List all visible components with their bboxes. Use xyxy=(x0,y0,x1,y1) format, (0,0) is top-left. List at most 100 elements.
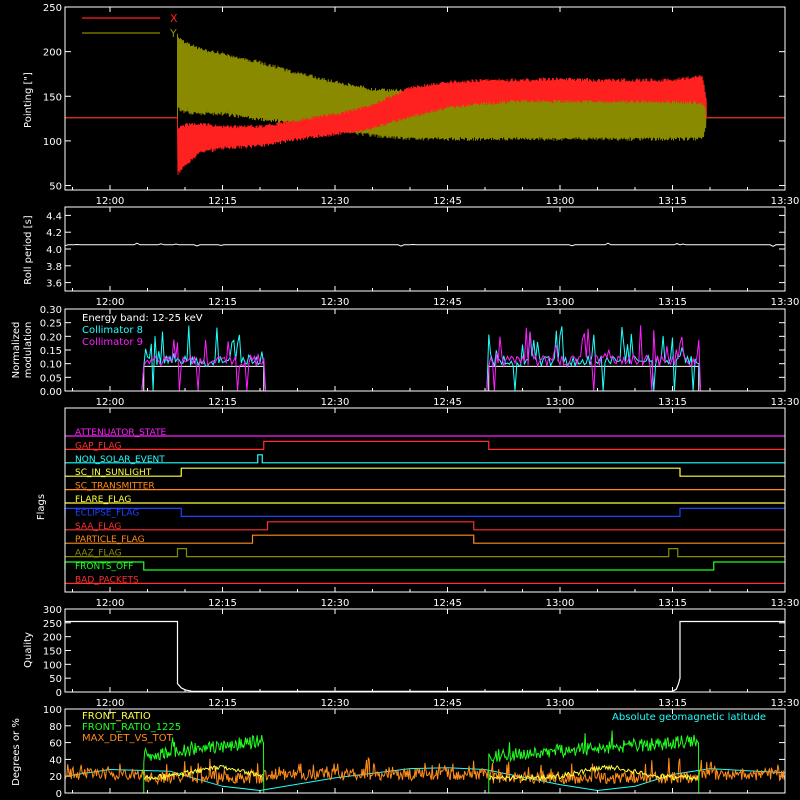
pointing-ytick-label: 250 xyxy=(43,3,62,14)
flag-line-aaz-flag xyxy=(65,548,785,558)
modulation-legend: Energy band: 12-25 keV Collimator 8 Coll… xyxy=(82,313,203,348)
quality-xtick-label: 12:45 xyxy=(433,698,462,709)
modulation-ylabel-line2: modulation xyxy=(23,322,34,379)
pointing-xtick-label: 13:15 xyxy=(658,196,687,207)
flag-label-bad-packets: BAD_PACKETS xyxy=(75,575,139,585)
flag-label-gap-flag: GAP_FLAG xyxy=(75,441,121,451)
flag-label-flare-flag: FLARE_FLAG xyxy=(75,495,131,505)
pointing-xtick-label: 12:30 xyxy=(321,196,350,207)
quality-xtick-label: 12:00 xyxy=(96,698,125,709)
quality-ytick-label: 0 xyxy=(56,688,62,699)
flags-xtick-label: 13:30 xyxy=(771,598,800,609)
ratio-ytick-label: 40 xyxy=(49,755,62,766)
pointing-xtick-label: 13:00 xyxy=(546,196,575,207)
modulation-xtick-label: 12:30 xyxy=(321,397,350,408)
quality-xtick-label: 12:30 xyxy=(321,698,350,709)
flag-line-saa-flag xyxy=(65,521,785,531)
modulation-ytick-label: 0.20 xyxy=(40,332,62,343)
modulation-ytick-label: 0.25 xyxy=(40,319,62,330)
legend-geomagnetic-latitude: Absolute geomagnetic latitude xyxy=(612,712,766,723)
flag-label-sc-transmitter: SC_TRANSMITTER xyxy=(75,482,155,492)
pointing-xtick-label: 12:45 xyxy=(433,196,462,207)
ratio-frame xyxy=(64,708,786,794)
ratio-ytick-label: 0 xyxy=(56,789,62,800)
flag-label-fronts-off: FRONTS_OFF xyxy=(75,562,133,572)
quality-xtick-label: 13:30 xyxy=(771,698,800,709)
legend-collimator-9: Collimator 9 xyxy=(82,337,143,348)
flags-xtick-label: 12:30 xyxy=(321,598,350,609)
roll-xtick-label: 13:15 xyxy=(658,297,687,308)
flag-label-non-solar-event: NON_SOLAR_EVENT xyxy=(75,455,165,465)
flag-label-aaz-flag: AAZ_FLAG xyxy=(75,549,122,559)
flags-xtick-label: 12:15 xyxy=(208,598,237,609)
ratio-ylabel: Degrees or % xyxy=(11,718,22,786)
max-det-vs-tot-line xyxy=(64,756,785,786)
front-ratio-line xyxy=(143,764,699,782)
ratio-panel: Degrees or % FRONT_RATIO FRONT_RATIO_122… xyxy=(11,705,799,800)
legend-label-y: Y xyxy=(169,27,177,40)
roll-period-line xyxy=(64,242,785,247)
pointing-panel: Pointing ["] X Y 50 100 150 200 250 12:00 12:1… xyxy=(23,3,799,207)
flag-label-saa-flag: SAA_FLAG xyxy=(75,522,121,532)
legend-max-det-vs-tot: MAX_DET_VS_TOT xyxy=(82,733,174,744)
roll-ytick-label: 4.2 xyxy=(46,228,62,239)
flags-panel: Flags ATTENUATOR_STATE GAP_FLAG NON_SOLAR_… xyxy=(36,407,800,609)
pointing-xtick-label: 12:15 xyxy=(208,196,237,207)
roll-xtick-label: 12:45 xyxy=(433,297,462,308)
quality-line xyxy=(65,620,785,692)
ratio-legend: FRONT_RATIO FRONT_RATIO_1225 MAX_DET_VS_… xyxy=(82,711,766,744)
pointing-ylabel: Pointing ["] xyxy=(23,72,34,128)
ratio-ytick-label: 20 xyxy=(49,772,62,783)
legend-front-ratio-1225: FRONT_RATIO_1225 xyxy=(82,722,181,733)
flag-line-sc-in-sunlight xyxy=(65,467,785,477)
pointing-ytick-label: 150 xyxy=(43,92,62,103)
quality-xtick-label: 13:15 xyxy=(658,698,687,709)
flags-xtick-label: 13:15 xyxy=(658,598,687,609)
modulation-xtick-label: 13:00 xyxy=(546,397,575,408)
quality-ytick-label: 200 xyxy=(43,633,62,644)
pointing-legend: X Y xyxy=(82,12,178,40)
pointing-frame xyxy=(64,6,786,191)
quality-frame xyxy=(64,608,786,693)
quality-xtick-label: 12:15 xyxy=(208,698,237,709)
pointing-series-x xyxy=(65,75,785,175)
roll-ylabel: Roll period [s] xyxy=(23,215,34,284)
flag-label-eclipse-flag: ECLIPSE_FLAG xyxy=(75,508,139,518)
flag-line-non-solar-event xyxy=(65,454,785,464)
modulation-xtick-label: 12:00 xyxy=(96,397,125,408)
flag-label-attenuator-state: ATTENUATOR_STATE xyxy=(75,428,167,438)
quality-ytick-label: 100 xyxy=(43,660,62,671)
modulation-xtick-label: 12:45 xyxy=(433,397,462,408)
flags-frame xyxy=(64,407,786,593)
quality-xtick-label: 13:00 xyxy=(546,698,575,709)
quality-panel: Quality 0 50 100 150 200 250 300 12:00 12:15 12:3… xyxy=(23,605,799,709)
flag-label-sc-in-sunlight: SC_IN_SUNLIGHT xyxy=(75,468,152,478)
roll-xtick-label: 12:30 xyxy=(321,297,350,308)
quality-ytick-label: 150 xyxy=(43,647,62,658)
quality-ytick-label: 50 xyxy=(49,674,62,685)
modulation-frame xyxy=(64,308,786,392)
modulation-ylabel-line1: Normalized xyxy=(11,322,22,379)
roll-xtick-label: 13:00 xyxy=(546,297,575,308)
roll-xtick-label: 12:00 xyxy=(96,297,125,308)
flag-line-gap-flag xyxy=(65,440,785,450)
pointing-ytick-label: 50 xyxy=(49,182,62,193)
flags-ylabel: Flags xyxy=(36,494,47,520)
roll-xtick-label: 13:30 xyxy=(771,297,800,308)
roll-ytick-label: 4.4 xyxy=(46,211,62,222)
modulation-ytick-label: 0.00 xyxy=(40,387,62,398)
roll-ytick-label: 4.0 xyxy=(46,245,62,256)
quality-ytick-label: 300 xyxy=(43,605,62,616)
legend-energy-band: Energy band: 12-25 keV xyxy=(82,313,203,324)
modulation-panel: Normalized modulation Energy band: 12-25… xyxy=(11,305,799,408)
modulation-xtick-label: 12:15 xyxy=(208,397,237,408)
legend-label-x: X xyxy=(170,12,178,25)
quality-ylabel: Quality xyxy=(23,632,34,668)
modulation-xtick-label: 13:30 xyxy=(771,397,800,408)
flag-line-particle-flag xyxy=(65,534,785,544)
roll-ytick-label: 3.8 xyxy=(46,262,62,273)
roll-period-panel: Roll period [s] 3.6 3.8 4.0 4.2 4.4 12:00 12:1… xyxy=(23,206,800,308)
legend-collimator-8: Collimator 8 xyxy=(82,325,143,336)
quality-ytick-label: 250 xyxy=(43,619,62,630)
